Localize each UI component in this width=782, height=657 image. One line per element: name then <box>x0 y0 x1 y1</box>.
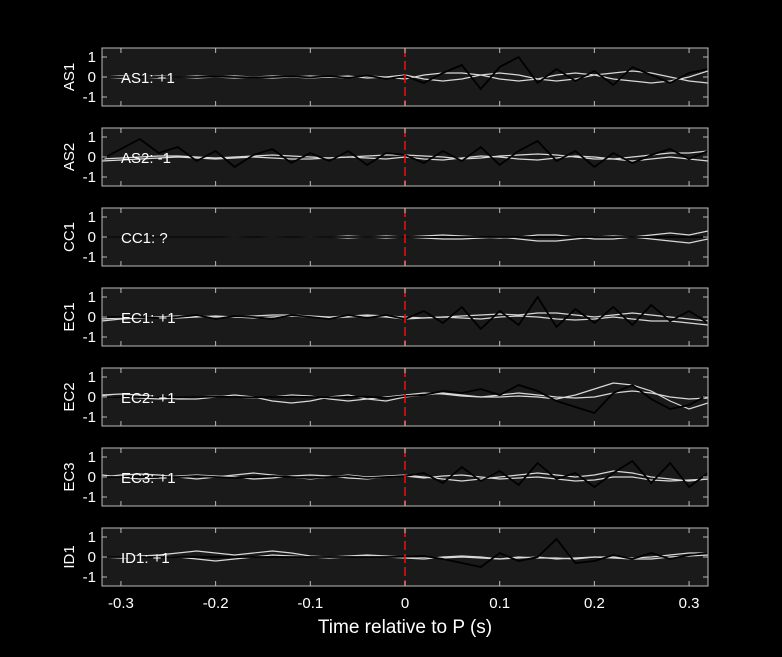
y-tick-label: 0 <box>88 309 96 326</box>
y-tick-label: 1 <box>88 529 96 546</box>
x-tick-label: 0 <box>401 595 409 612</box>
y-tick-label: -1 <box>83 169 96 186</box>
y-tick-label: -1 <box>83 329 96 346</box>
y-axis-label: AS2 <box>61 143 78 171</box>
y-tick-label: 1 <box>88 129 96 146</box>
x-tick-label: 0.2 <box>584 595 605 612</box>
y-tick-label: -1 <box>83 489 96 506</box>
y-tick-label: 1 <box>88 289 96 306</box>
y-tick-label: 1 <box>88 449 96 466</box>
x-tick-label: 0.1 <box>489 595 510 612</box>
y-tick-label: 1 <box>88 369 96 386</box>
y-tick-label: 1 <box>88 209 96 226</box>
annotation: EC1: +1 <box>121 310 176 327</box>
y-tick-label: 0 <box>88 389 96 406</box>
y-axis-label: CC1 <box>61 222 78 252</box>
annotation: EC2: +1 <box>121 390 176 407</box>
annotation: AS1: +1 <box>121 70 175 87</box>
annotation: CC1: ? <box>121 230 168 247</box>
x-tick-label: -0.1 <box>297 595 323 612</box>
y-tick-label: 0 <box>88 469 96 486</box>
y-axis-label: EC3 <box>61 462 78 491</box>
y-axis-label: EC1 <box>61 302 78 331</box>
x-axis-label: Time relative to P (s) <box>318 617 492 638</box>
annotation: EC3: +1 <box>121 470 176 487</box>
x-tick-label: -0.3 <box>108 595 134 612</box>
x-tick-label: 0.3 <box>679 595 700 612</box>
y-tick-label: 0 <box>88 549 96 566</box>
y-tick-label: 0 <box>88 149 96 166</box>
y-tick-label: -1 <box>83 249 96 266</box>
y-tick-label: -1 <box>83 569 96 586</box>
y-tick-label: -1 <box>83 409 96 426</box>
y-axis-label: ID1 <box>61 545 78 568</box>
x-tick-label: -0.2 <box>203 595 229 612</box>
y-axis-label: AS1 <box>61 63 78 91</box>
y-tick-label: 1 <box>88 49 96 66</box>
annotation: ID1: +1 <box>121 550 170 567</box>
y-tick-label: 0 <box>88 229 96 246</box>
y-tick-label: -1 <box>83 89 96 106</box>
y-axis-label: EC2 <box>61 382 78 411</box>
annotation: AS2: -1 <box>121 150 171 167</box>
y-tick-label: 0 <box>88 69 96 86</box>
